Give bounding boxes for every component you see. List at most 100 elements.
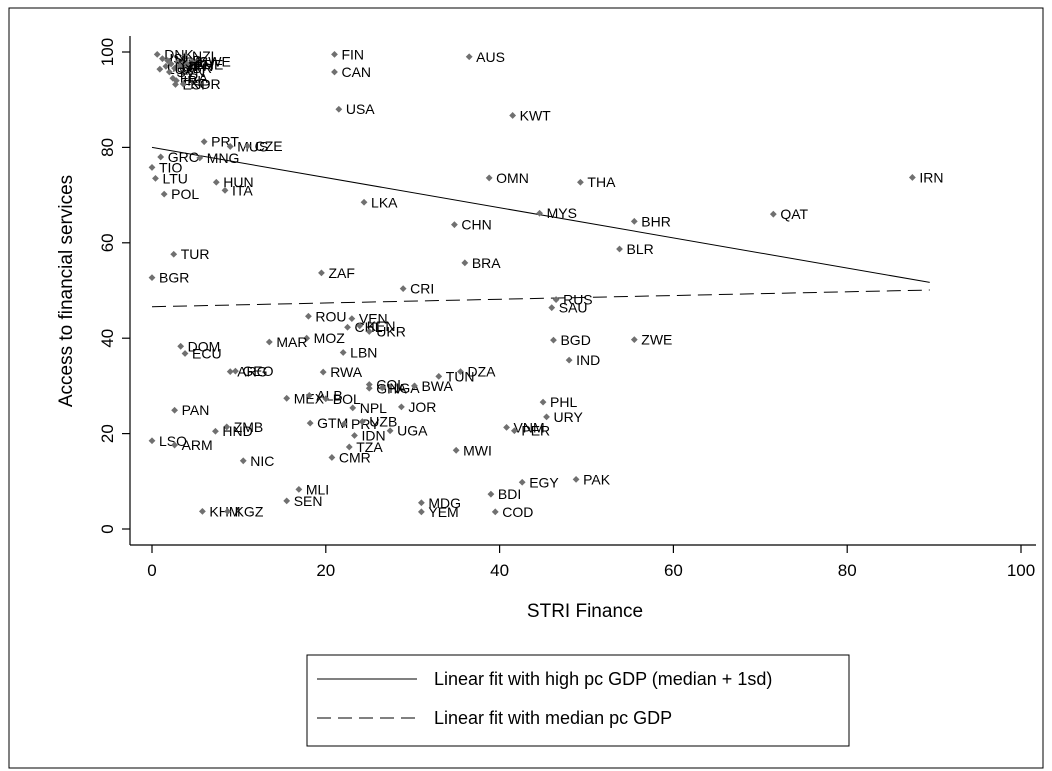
point-label-aus: AUS	[476, 49, 505, 65]
data-point-dom	[177, 342, 185, 350]
data-point-nzl	[181, 52, 189, 60]
data-point-uga	[386, 427, 394, 435]
point-label-mli: MLI	[306, 481, 329, 497]
data-point-cze	[244, 142, 251, 150]
data-point-fin	[331, 50, 338, 58]
data-point-kwt	[509, 112, 517, 119]
data-point-zmb	[223, 423, 231, 431]
point-label-omn: OMN	[496, 170, 529, 186]
point-label-blr: BLR	[627, 241, 654, 257]
point-label-yem: YEM	[428, 504, 458, 520]
x-tick-label: 80	[838, 561, 857, 580]
point-label-usa: USA	[346, 101, 375, 117]
x-tick-label: 40	[490, 561, 509, 580]
point-label-prt: PRT	[211, 134, 239, 150]
point-label-mar: MAR	[276, 334, 307, 350]
point-label-vnm: VNM	[514, 419, 545, 435]
data-point-lux	[156, 65, 164, 73]
data-point-irn	[908, 174, 916, 181]
y-tick-label: 60	[98, 233, 117, 252]
data-point-can	[331, 68, 338, 76]
point-label-che: CHE	[194, 56, 224, 72]
data-point-bol	[322, 395, 330, 403]
data-point-mus	[226, 143, 234, 150]
fit-lines	[151, 146, 930, 308]
data-point-ita	[221, 186, 229, 194]
point-label-rus: RUS	[563, 292, 593, 308]
point-label-cmr: CMR	[339, 449, 371, 465]
point-label-svn: SVN	[176, 64, 205, 80]
data-point-rwa	[319, 368, 327, 376]
data-point-tza	[345, 443, 353, 451]
point-label-ven: VEN	[359, 311, 388, 327]
data-point-usa	[335, 105, 343, 113]
data-point-kor	[179, 80, 187, 88]
point-label-uzb: UZB	[369, 414, 397, 430]
data-point-blr	[616, 245, 623, 253]
data-point-ken	[356, 322, 364, 330]
data-point-hun	[212, 178, 220, 186]
data-point-moz	[303, 334, 311, 342]
data-point-arg	[226, 368, 234, 375]
data-point-isl	[159, 55, 166, 63]
point-label-mdg: MDG	[428, 495, 461, 511]
data-point-lka	[360, 198, 368, 206]
point-label-sen: SEN	[294, 493, 323, 509]
data-point-zwe	[630, 336, 638, 344]
data-point-idn	[351, 432, 358, 439]
data-point-nic	[239, 457, 247, 465]
point-label-npl: NPL	[360, 400, 387, 416]
data-point-mar	[265, 338, 273, 346]
point-label-rwa: RWA	[330, 364, 363, 380]
data-point-aut	[162, 62, 170, 70]
data-point-cri	[399, 285, 407, 292]
data-point-chn	[451, 221, 458, 229]
data-point-mdg	[417, 499, 425, 507]
data-point-ven	[348, 315, 356, 323]
point-label-jor: JOR	[408, 399, 436, 415]
point-label-gha: GHA	[376, 380, 407, 396]
data-point-esp	[172, 81, 179, 88]
point-label-rou: ROU	[315, 308, 346, 324]
data-point-chl	[344, 323, 351, 331]
point-label-bgr: BGR	[159, 270, 189, 286]
point-label-kgz: KGZ	[235, 503, 264, 519]
y-tick-label: 20	[98, 424, 117, 443]
point-label-pan: PAN	[182, 402, 210, 418]
point-label-nzl: NZL	[192, 48, 219, 64]
data-point-gbr	[171, 64, 178, 72]
data-point-yem	[417, 508, 425, 516]
data-point-npl	[349, 404, 357, 412]
x-tick-label: 0	[147, 561, 156, 580]
point-label-hnd: HND	[222, 423, 252, 439]
data-point-mli	[295, 486, 303, 493]
point-label-phl: PHL	[550, 394, 577, 410]
y-tick-label: 100	[98, 38, 117, 66]
point-label-ind: IND	[576, 352, 600, 368]
point-label-chl: CHL	[355, 319, 383, 335]
point-label-ltu: LTU	[162, 170, 187, 186]
point-label-ukr: UKR	[376, 324, 406, 340]
data-point-tun	[435, 372, 443, 380]
data-point-rus	[552, 296, 560, 303]
data-point-geo	[232, 367, 239, 375]
point-label-ita: ITA	[232, 182, 253, 198]
point-label-idn: IDN	[361, 428, 385, 444]
point-label-kor: KOR	[190, 76, 220, 92]
point-label-pry: PRY	[351, 416, 380, 432]
point-label-cod: COD	[502, 504, 533, 520]
fit-line-median-gdp	[151, 289, 930, 308]
data-point-per	[510, 427, 518, 435]
point-label-jpn: JPN	[187, 58, 213, 74]
data-point-omn	[485, 174, 493, 182]
point-label-bhr: BHR	[641, 213, 671, 229]
point-label-per: PER	[521, 423, 550, 439]
legend-label-high-gdp: Linear fit with high pc GDP (median + 1s…	[434, 669, 772, 689]
point-label-sau: SAU	[559, 300, 588, 316]
data-point-lso	[148, 437, 156, 445]
data-point-bgr	[148, 274, 156, 282]
data-point-cod	[491, 508, 499, 516]
data-point-bwa	[411, 382, 418, 390]
point-label-zwe: ZWE	[641, 332, 672, 348]
